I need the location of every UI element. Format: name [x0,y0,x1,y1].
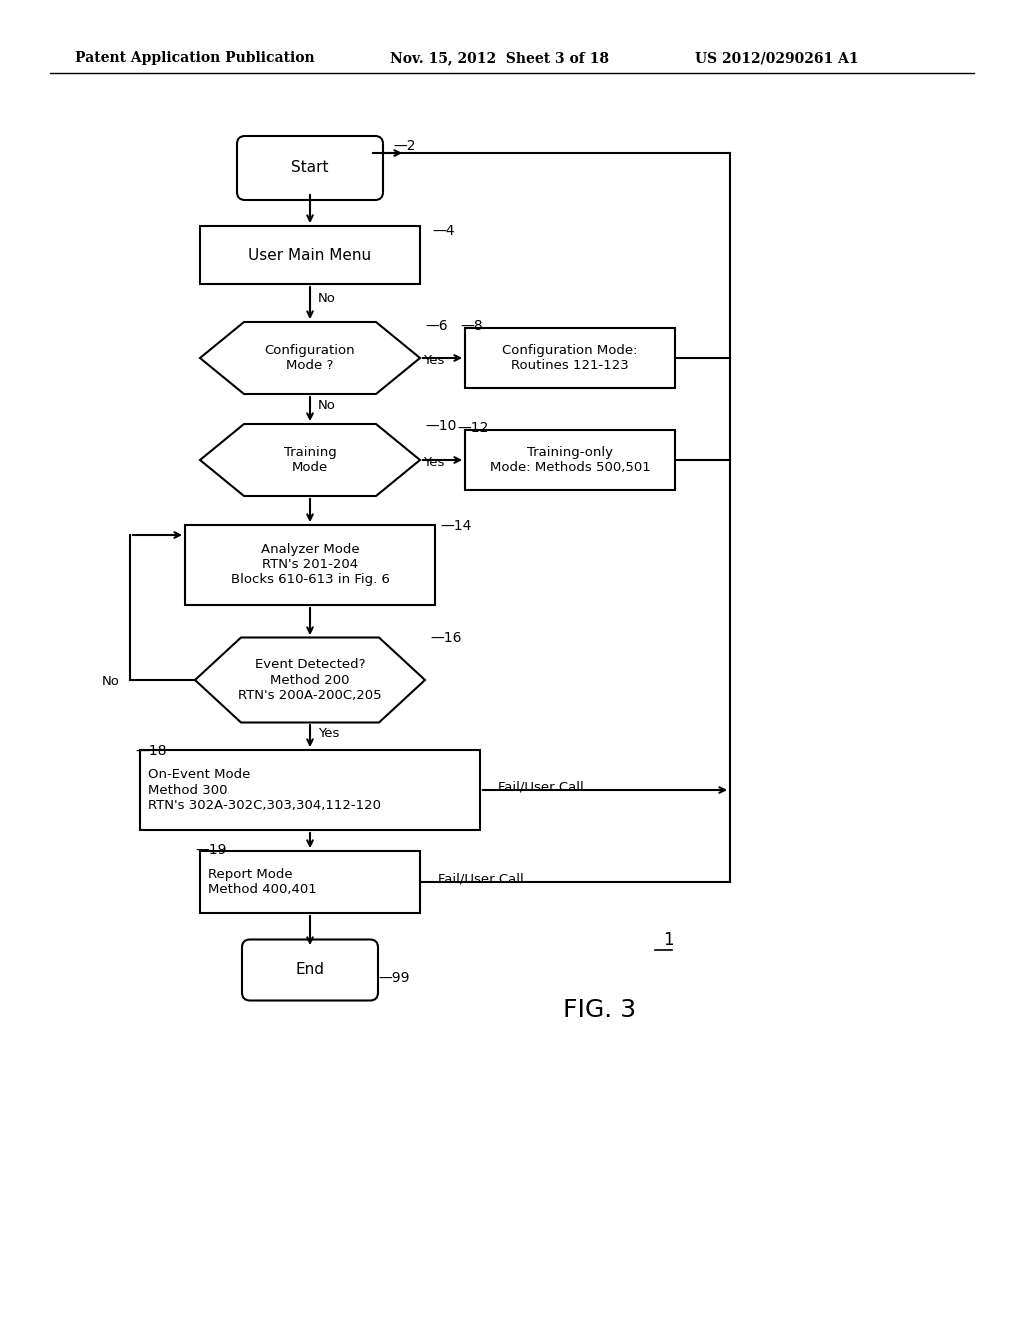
Text: Training
Mode: Training Mode [284,446,336,474]
Text: User Main Menu: User Main Menu [249,248,372,263]
Bar [200,851,420,913]
Text: On-Event Mode
Method 300
RTN's 302A-302C,303,304,112-120: On-Event Mode Method 300 RTN's 302A-302C… [148,768,381,812]
Text: —6: —6 [425,319,447,333]
Text: Report Mode
Method 400,401: Report Mode Method 400,401 [208,869,316,896]
Bar [465,430,675,490]
Text: 1: 1 [663,931,674,949]
Text: —4: —4 [432,224,455,238]
Text: Configuration Mode:
Routines 121-123: Configuration Mode: Routines 121-123 [502,345,638,372]
Bar [200,226,420,284]
Text: —8: —8 [460,319,482,333]
Text: Patent Application Publication: Patent Application Publication [75,51,314,65]
Text: —12: —12 [457,421,488,436]
Text: No: No [102,675,120,688]
Text: —16: —16 [430,631,462,645]
Polygon shape [200,424,420,496]
Text: Yes: Yes [423,354,444,367]
Polygon shape [200,322,420,393]
Polygon shape [195,638,425,722]
Text: Nov. 15, 2012  Sheet 3 of 18: Nov. 15, 2012 Sheet 3 of 18 [390,51,609,65]
Bar [185,525,435,605]
Text: Event Detected?
Method 200
RTN's 200A-200C,205: Event Detected? Method 200 RTN's 200A-20… [239,659,382,701]
Text: Fail/User Call: Fail/User Call [498,780,584,793]
FancyBboxPatch shape [237,136,383,201]
Text: FIG. 3: FIG. 3 [563,998,637,1022]
Text: —10: —10 [425,418,457,433]
Text: No: No [318,292,336,305]
Text: —99: —99 [378,972,410,985]
Text: US 2012/0290261 A1: US 2012/0290261 A1 [695,51,859,65]
Text: Start: Start [291,161,329,176]
Text: Yes: Yes [423,455,444,469]
Text: No: No [318,399,336,412]
Text: —18: —18 [135,744,167,758]
Text: —14: —14 [440,519,471,533]
Text: Fail/User Call: Fail/User Call [438,873,523,884]
Text: End: End [296,962,325,978]
Text: —2: —2 [393,139,416,153]
Text: —19: —19 [195,843,226,857]
FancyBboxPatch shape [242,940,378,1001]
Bar [465,327,675,388]
Text: Analyzer Mode
RTN's 201-204
Blocks 610-613 in Fig. 6: Analyzer Mode RTN's 201-204 Blocks 610-6… [230,544,389,586]
Text: Yes: Yes [318,727,339,741]
Text: Configuration
Mode ?: Configuration Mode ? [264,345,355,372]
Text: Training-only
Mode: Methods 500,501: Training-only Mode: Methods 500,501 [489,446,650,474]
Bar [140,750,480,830]
